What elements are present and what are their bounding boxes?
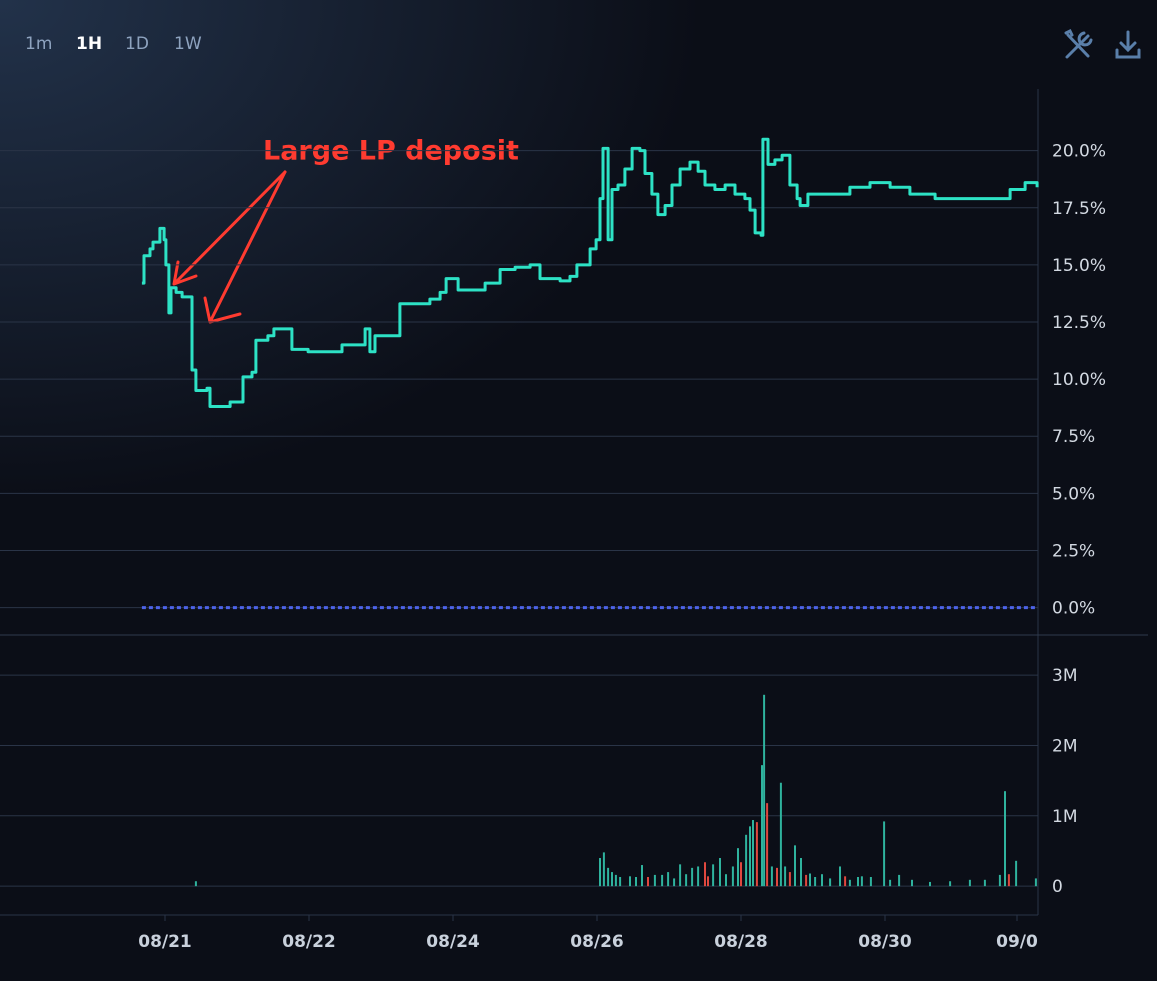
volume-bar [1015, 860, 1018, 887]
volume-bar [629, 876, 631, 887]
volume-bar [763, 694, 766, 887]
y-tick-label: 15.0% [1052, 256, 1106, 276]
volume-bar [647, 877, 649, 887]
interval-button[interactable]: 1D [125, 34, 149, 54]
volume-bar [740, 862, 742, 887]
toolbar: 1m 1H 1D 1W [25, 34, 202, 54]
volume-bar [745, 834, 748, 887]
volume-bar [725, 874, 727, 887]
volume-bar [929, 881, 931, 887]
y-tick-label: 0.0% [1052, 599, 1095, 619]
download-icon[interactable] [1115, 30, 1141, 59]
x-tick-label: 08/22 [282, 932, 336, 952]
volume-bar [607, 867, 610, 887]
volume-bar [599, 858, 601, 887]
volume-bar [679, 864, 682, 887]
x-tick-label: 08/24 [426, 932, 480, 952]
volume-bar [749, 826, 751, 887]
interval-button[interactable]: 1H [76, 34, 102, 54]
volume-bar [983, 879, 986, 887]
volume-bar [611, 872, 613, 887]
volume-bar [712, 864, 715, 887]
volume-bar [719, 858, 721, 887]
volume-bar [619, 877, 622, 887]
volume-bar [829, 878, 832, 887]
volume-bar [1007, 874, 1010, 887]
volume-bar [1004, 791, 1006, 887]
volume-bar [814, 877, 817, 887]
volume-bar [911, 879, 913, 887]
x-tick-label: 09/0 [996, 932, 1038, 952]
y-tick-label: 10.0% [1052, 370, 1106, 390]
volume-bar [685, 874, 688, 887]
volume-bar [949, 881, 952, 887]
volume-bar [770, 866, 773, 887]
download [1115, 30, 1141, 59]
volume-bar [766, 803, 769, 887]
volume-bar [857, 877, 859, 887]
volume-bar [968, 879, 971, 887]
volume-bar [697, 866, 700, 887]
volume-bar [788, 872, 791, 887]
y-tick-label: 5.0% [1052, 484, 1095, 504]
volume-bar [779, 782, 782, 887]
volume-bar [809, 873, 811, 887]
x-tick-label: 08/28 [714, 932, 768, 952]
y-tick-label: 3M [1052, 666, 1077, 686]
arrow [203, 170, 287, 324]
y-tick-label: 2M [1052, 736, 1077, 756]
y-tick-label: 1M [1052, 807, 1077, 827]
price-line [141, 137, 1039, 409]
volume-bar [194, 881, 197, 887]
volume-bar [635, 877, 637, 887]
volume-bar [737, 848, 739, 887]
volume-bar [805, 874, 808, 887]
volume-bar [673, 878, 676, 887]
volume-bar [776, 867, 778, 887]
volume-bar [848, 879, 851, 887]
volume-bar [691, 867, 694, 887]
volume-bar [667, 872, 670, 887]
y-tick-label: 17.5% [1052, 199, 1106, 219]
volume-bar [821, 874, 823, 887]
interval-button[interactable]: 1m [25, 34, 52, 54]
x-tick-label: 08/30 [858, 932, 912, 952]
volume-bar [839, 866, 841, 887]
volume-bar [761, 765, 763, 887]
y-tick-label: 0 [1052, 877, 1063, 897]
volume-bar [614, 874, 617, 887]
y-tick-label: 2.5% [1052, 541, 1095, 561]
x-tick-label: 08/26 [570, 932, 624, 952]
screwdriver [1064, 28, 1090, 58]
volume-bar [704, 862, 706, 887]
volume-bar [998, 874, 1001, 887]
volume-bar [860, 876, 863, 887]
volume-bar [755, 822, 758, 887]
volume-bar [752, 820, 754, 887]
volume-bar [889, 879, 892, 887]
volume-bar [731, 866, 734, 887]
volume-bar [1034, 878, 1037, 887]
volume-bar [869, 877, 872, 887]
x-tick-label: 08/21 [138, 932, 192, 952]
volume-bar [602, 852, 605, 887]
volume-bar [653, 874, 656, 887]
tools-icon[interactable] [1064, 28, 1093, 59]
volume-bar [844, 876, 847, 887]
volume-bar [898, 874, 901, 887]
volume-bar [707, 876, 709, 887]
volume-bar [794, 845, 796, 887]
volume-bar [641, 865, 643, 887]
interval-button[interactable]: 1W [174, 34, 202, 54]
volume-bar [883, 821, 886, 887]
volume-bar [784, 866, 787, 887]
y-tick-label: 20.0% [1052, 142, 1106, 162]
volume-bar [661, 874, 664, 887]
y-tick-label: 12.5% [1052, 313, 1106, 333]
y-tick-label: 7.5% [1052, 427, 1095, 447]
volume-bar [800, 858, 802, 887]
